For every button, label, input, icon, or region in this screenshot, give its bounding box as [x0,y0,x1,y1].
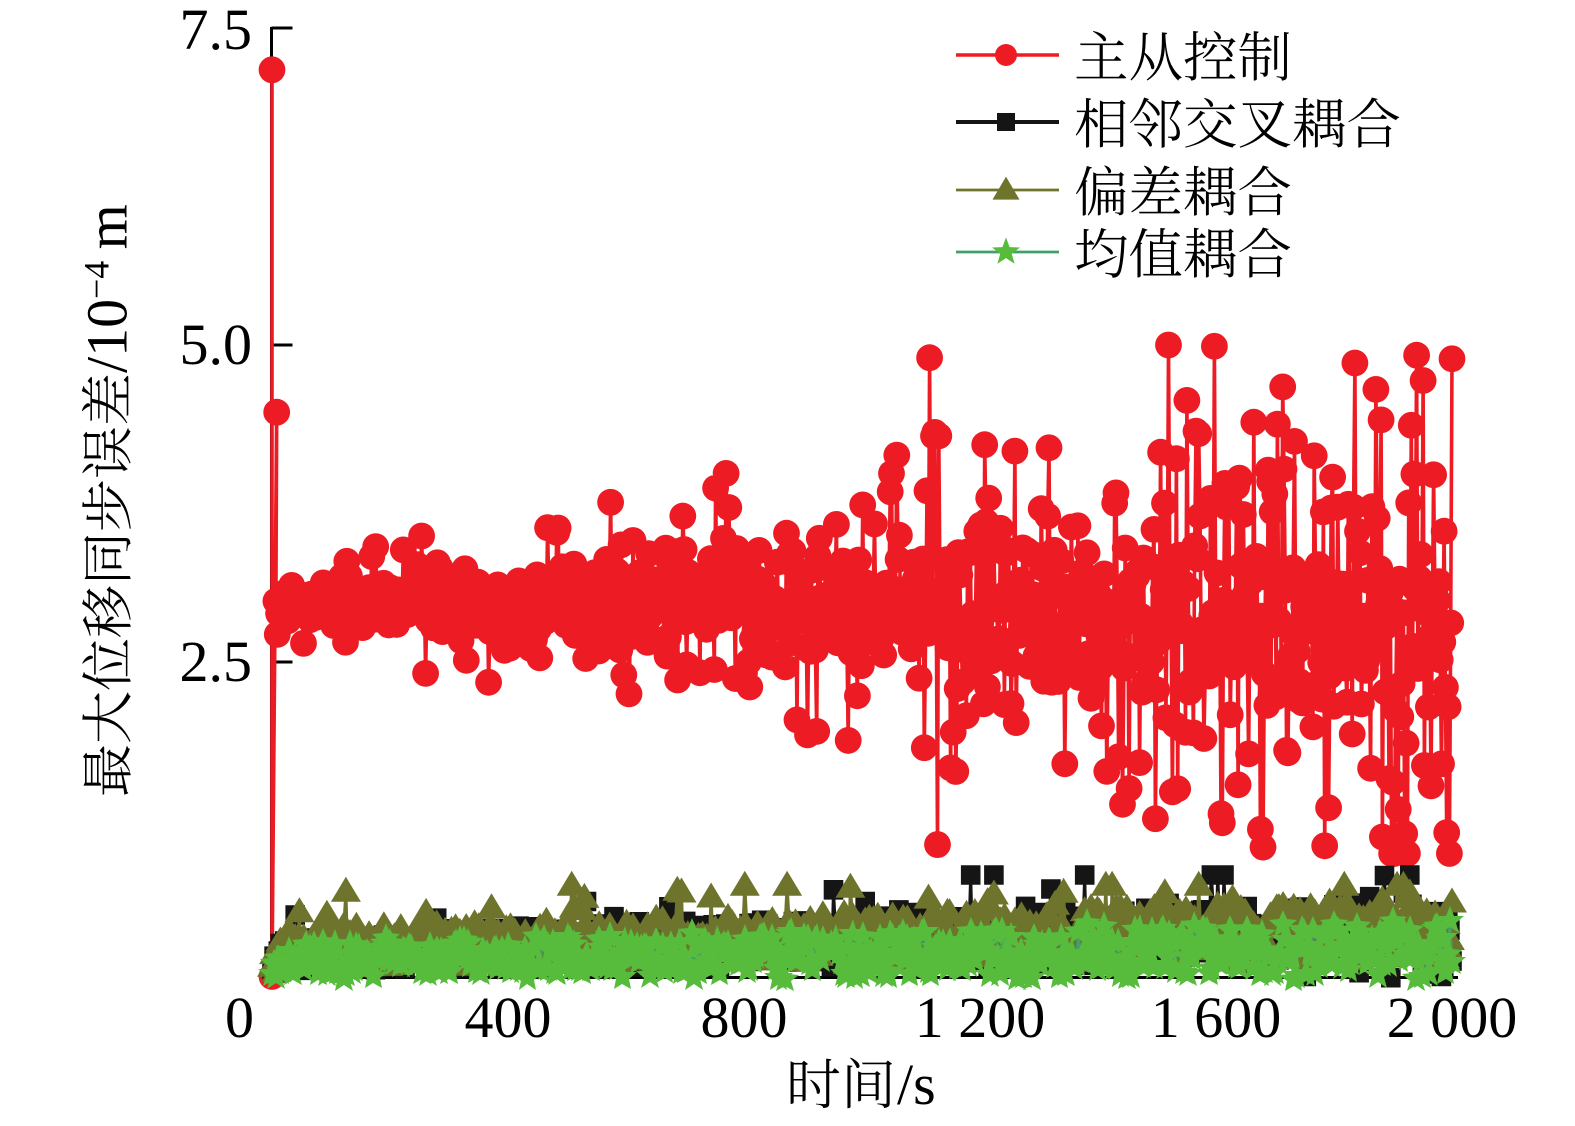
svg-text:0: 0 [225,985,254,1050]
svg-text:5.0: 5.0 [180,312,253,377]
svg-text:−4: −4 [77,261,117,299]
svg-text:400: 400 [465,985,552,1050]
svg-text:1 600: 1 600 [1151,985,1282,1050]
svg-text:/s: /s [897,1052,936,1117]
svg-text:7.5: 7.5 [180,0,253,62]
svg-text:2.5: 2.5 [180,629,253,694]
svg-text:/10: /10 [75,299,140,373]
svg-text:2 000: 2 000 [1387,985,1518,1050]
svg-text:m: m [75,204,140,261]
svg-text:1 200: 1 200 [915,985,1046,1050]
svg-text:800: 800 [701,985,788,1050]
